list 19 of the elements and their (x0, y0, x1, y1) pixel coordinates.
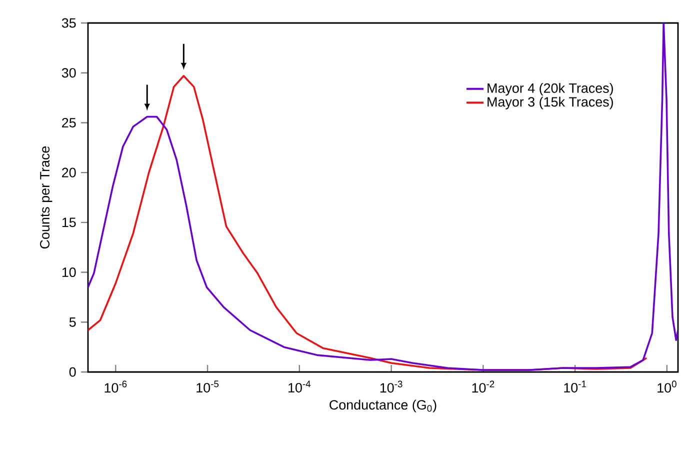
x-tick-label: 10$^{-5}$ (196, 380, 219, 392)
y-axis-title: Counts per Trace (40, 146, 52, 249)
y-tick-label: 30 (62, 68, 76, 78)
x-axis-title: Conductance (G$_{0}$) (330, 400, 436, 412)
x-tick-label: 10$^{-4}$ (288, 380, 311, 392)
y-tick-label: 10 (62, 268, 76, 278)
x-tick-label: 10$^{-1}$ (564, 380, 586, 392)
y-tick-label: 35 (62, 18, 76, 28)
y-tick-label: 5 (69, 317, 76, 327)
legend-label: Mayor 3 (15k Traces) (488, 96, 613, 110)
y-tick-label: 0 (69, 367, 76, 377)
y-tick-label: 20 (62, 168, 76, 178)
x-tick-label: 10$^{-6}$ (104, 380, 127, 393)
y-tick-label: 15 (62, 218, 76, 228)
x-tick-label: 10$^{-2}$ (472, 380, 494, 393)
x-tick-label: 10$^{-3}$ (380, 380, 402, 393)
legend-label: Mayor 4 (20k Traces) (488, 83, 613, 96)
y-tick-label: 25 (62, 118, 76, 128)
x-tick-label: 10$^{0}$ (658, 380, 676, 393)
